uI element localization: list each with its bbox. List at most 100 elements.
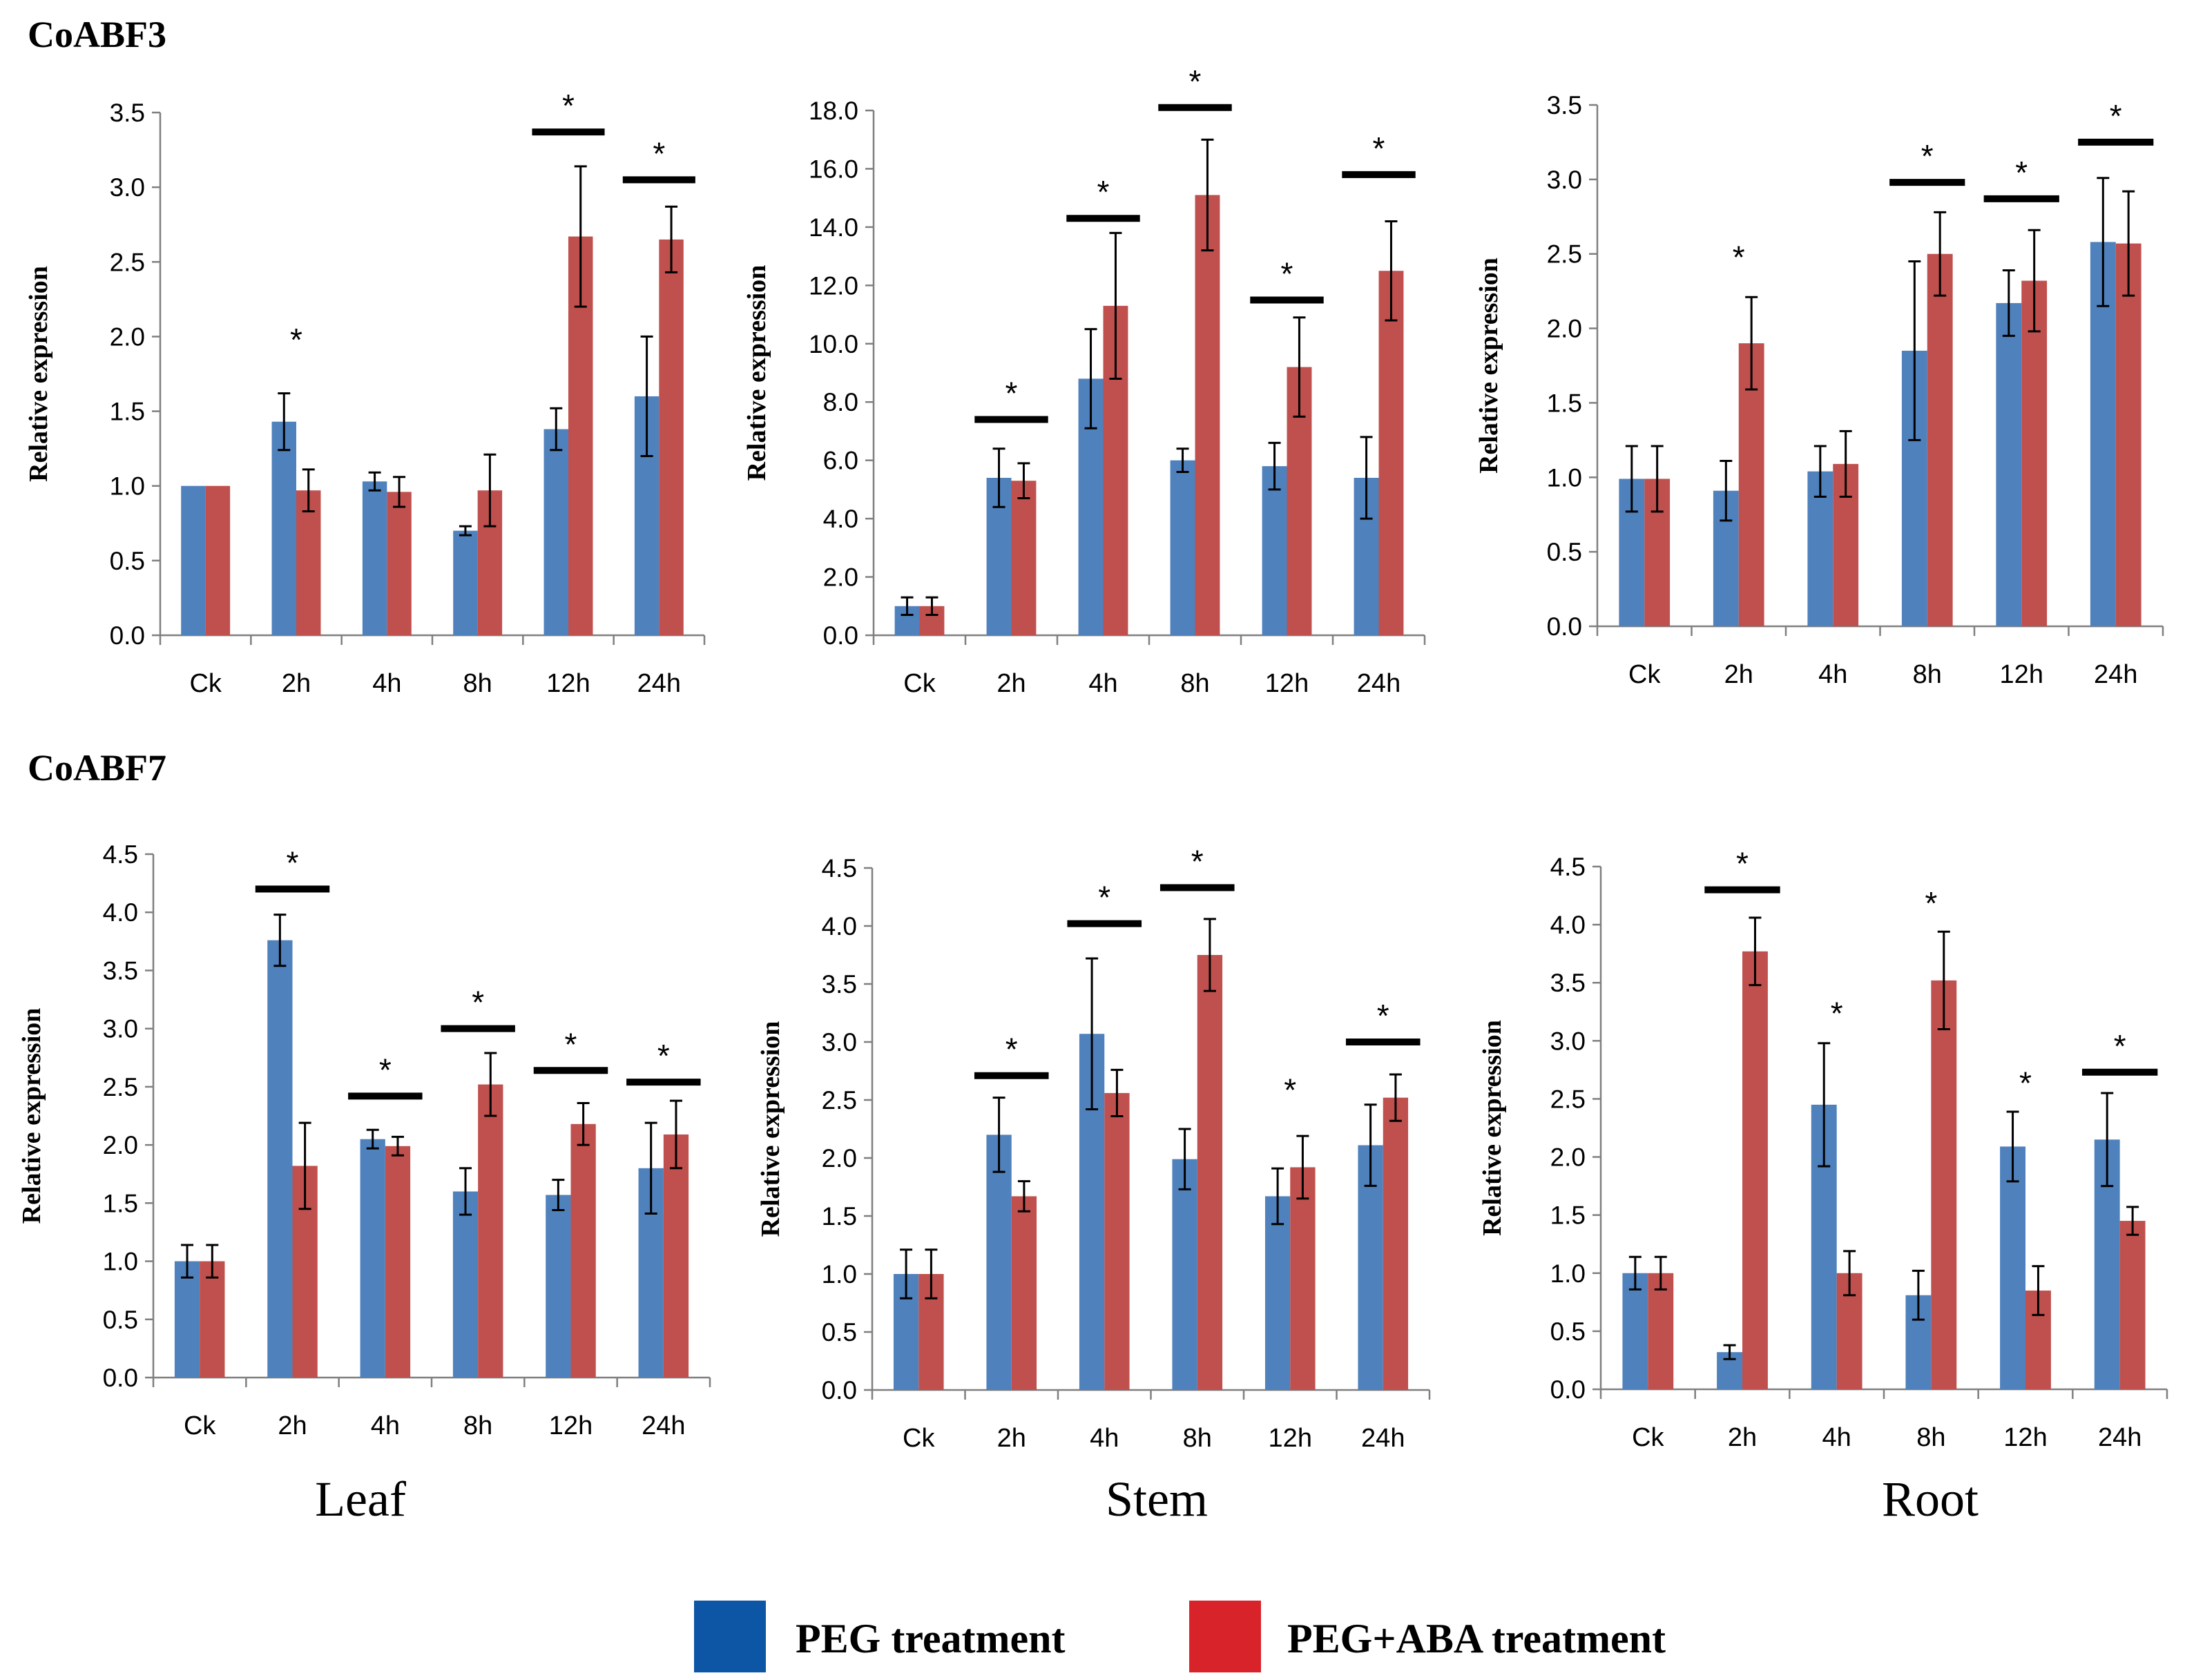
y-tick-label: 1.5: [1550, 1201, 1586, 1230]
bar-peg-12h: [1262, 466, 1287, 635]
x-tick-label: 2h: [1728, 1423, 1757, 1452]
y-tick-label: 0.5: [103, 1306, 138, 1334]
significance-star: *: [1098, 880, 1110, 916]
significance-star: *: [290, 322, 302, 358]
bar-peg-aba-24h: [663, 1134, 689, 1378]
y-tick-label: 4.5: [103, 840, 138, 869]
y-tick-label: 2.0: [822, 1144, 857, 1172]
y-tick-label: 4.0: [823, 505, 858, 533]
y-tick-label: 0.0: [103, 1364, 138, 1392]
significance-star: *: [1733, 240, 1745, 276]
bar-peg-ck: [174, 1261, 200, 1378]
y-tick-label: 1.5: [822, 1202, 857, 1230]
y-tick-label: 3.0: [1547, 166, 1582, 194]
x-tick-label: 4h: [1090, 1424, 1119, 1453]
bar-peg-8h: [453, 530, 478, 635]
x-tick-label: 8h: [463, 669, 492, 698]
y-axis-title: Relative expression: [24, 266, 53, 482]
y-tick-label: 3.0: [1550, 1027, 1586, 1055]
x-tick-label: 12h: [2000, 660, 2043, 689]
bar-peg-aba-8h: [1197, 955, 1223, 1390]
y-tick-label: 0.5: [110, 547, 145, 575]
bar-peg-aba-24h: [2115, 243, 2141, 627]
y-tick-label: 18.0: [809, 97, 858, 125]
y-tick-label: 1.5: [103, 1189, 138, 1217]
bar-peg-aba-2h: [1742, 951, 1768, 1389]
x-tick-label: Ck: [184, 1411, 216, 1440]
y-tick-label: 2.0: [110, 322, 145, 351]
y-axis-title: Relative expression: [742, 265, 771, 481]
y-axis-title: Relative expression: [1478, 1020, 1507, 1236]
bar-peg-aba-2h: [296, 490, 321, 635]
y-tick-label: 3.5: [1550, 969, 1586, 997]
x-tick-label: 2h: [997, 669, 1026, 698]
gene-title-coabf3: CoABF3: [28, 14, 166, 55]
x-tick-label: 4h: [1818, 660, 1847, 689]
bar-peg-8h: [452, 1191, 479, 1378]
y-tick-label: 0.0: [1550, 1375, 1586, 1404]
significance-star: *: [2019, 1065, 2032, 1101]
y-tick-label: 14.0: [809, 213, 858, 242]
bar-peg-aba-24h: [1378, 271, 1404, 635]
y-axis-title: Relative expression: [17, 1008, 46, 1224]
bar-peg-2h: [271, 421, 296, 635]
y-tick-label: 2.5: [110, 248, 145, 276]
bar-peg-aba-4h: [387, 492, 412, 635]
y-tick-label: 4.0: [1550, 911, 1586, 939]
significance-star: *: [472, 985, 484, 1021]
significance-star: *: [1377, 998, 1389, 1034]
bar-peg-2h: [267, 940, 293, 1378]
y-tick-label: 1.0: [110, 472, 145, 501]
y-tick-label: 1.5: [110, 398, 145, 426]
x-tick-label: 8h: [1913, 660, 1942, 689]
bar-peg-12h: [2000, 1146, 2025, 1389]
bar-peg-4h: [360, 1139, 385, 1378]
bar-peg-aba-12h: [2021, 280, 2048, 626]
y-axis-title: Relative expression: [1474, 258, 1503, 474]
x-tick-label: Ck: [903, 669, 936, 698]
bar-peg-aba-24h: [2119, 1221, 2146, 1389]
y-tick-label: 4.5: [1550, 853, 1586, 881]
x-tick-label: Ck: [189, 669, 222, 698]
significance-star: *: [1284, 1072, 1296, 1108]
significance-star: *: [1189, 64, 1202, 99]
significance-star: *: [653, 135, 665, 171]
y-tick-label: 4.0: [822, 912, 857, 940]
significance-star: *: [2114, 1028, 2126, 1064]
significance-star: *: [287, 845, 299, 881]
chart-panel-coabf3-stem: 0.0 2.0 4.0 6.0 8.0 10.0 12.0 14.0 16.0 18.0 Ck 2h 4…: [742, 64, 1426, 698]
chart-panel-coabf7-leaf: 0.0 0.5 1.0 1.5 2.0 2.5 3.0 3.5 4.0 4.5 Ck 2h 4h 8h 12…: [17, 840, 711, 1440]
significance-star: *: [565, 1026, 577, 1062]
bar-peg-ck: [1622, 1273, 1648, 1389]
chart-panel-coabf3-root: 0.0 0.5 1.0 1.5 2.0 2.5 3.0 3.5 Ck 2h 4h 8h 12h 24h Re…: [1474, 91, 2164, 689]
y-tick-label: 2.5: [822, 1086, 857, 1114]
significance-star: *: [1373, 131, 1385, 166]
x-tick-label: 12h: [1269, 1424, 1312, 1453]
bar-peg-8h: [1172, 1159, 1197, 1390]
y-tick-label: 16.0: [809, 155, 858, 183]
y-tick-label: 6.0: [823, 447, 858, 475]
y-tick-label: 4.0: [103, 898, 138, 927]
y-tick-label: 8.0: [823, 388, 858, 416]
y-tick-label: 2.5: [1547, 240, 1582, 269]
y-tick-label: 2.0: [103, 1131, 138, 1159]
y-tick-label: 0.0: [1547, 612, 1582, 641]
bar-peg-aba-2h: [1011, 1196, 1037, 1390]
y-tick-label: 4.5: [822, 854, 857, 882]
y-tick-label: 3.0: [822, 1028, 857, 1056]
y-tick-label: 12.0: [809, 271, 858, 300]
x-tick-label: 24h: [2094, 660, 2137, 689]
y-tick-label: 3.5: [110, 99, 145, 127]
significance-star: *: [1925, 885, 1937, 921]
x-tick-label: 12h: [549, 1411, 593, 1440]
x-tick-label: 2h: [278, 1411, 307, 1440]
y-tick-label: 0.0: [110, 621, 145, 650]
legend-label-peg: PEG treatment: [796, 1616, 1065, 1661]
y-tick-label: 0.5: [1547, 538, 1582, 566]
bar-peg-aba-ck: [200, 1261, 225, 1378]
bar-peg-12h: [546, 1195, 571, 1378]
y-tick-label: 1.0: [1550, 1259, 1586, 1288]
bar-peg-2h: [986, 1135, 1012, 1390]
significance-star: *: [1005, 376, 1018, 412]
